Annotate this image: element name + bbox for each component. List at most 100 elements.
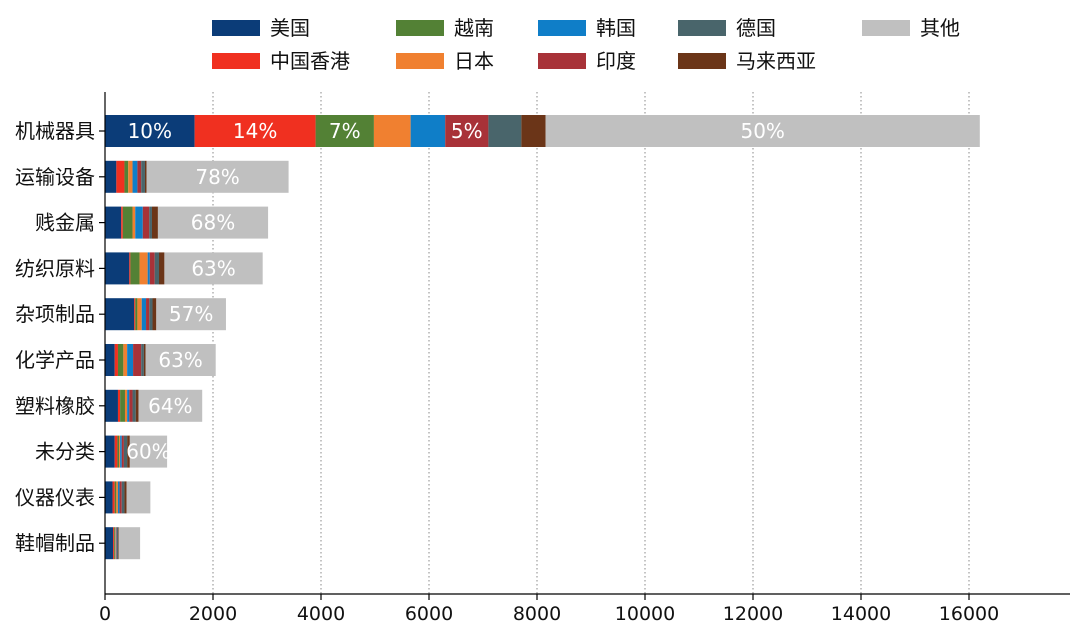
bar-segment (157, 206, 269, 239)
bar-segment (143, 344, 146, 376)
data-label: 57% (169, 302, 213, 326)
data-label: 10% (128, 119, 172, 143)
bar-segment (114, 527, 116, 560)
bar-segment (132, 389, 136, 422)
legend-swatch (678, 53, 726, 69)
bar-segment (149, 206, 152, 239)
bar-segment (130, 252, 140, 285)
x-tick-label: 4000 (297, 603, 345, 625)
bar-segment (116, 481, 118, 514)
bar-segment (119, 435, 121, 468)
bar-segment (105, 389, 118, 422)
legend-swatch (396, 20, 444, 36)
data-label: 63% (158, 348, 202, 372)
bar-segment (144, 160, 147, 193)
bar-segment (154, 252, 159, 285)
legend-item: 马来西亚 (678, 49, 816, 73)
bar-segment (114, 344, 118, 376)
legend-item: 德国 (678, 16, 776, 40)
data-label: 78% (195, 165, 239, 189)
bar-segment (134, 298, 136, 331)
x-tick-label: 10000 (615, 603, 675, 625)
bar-segment (521, 115, 546, 147)
data-label: 7% (329, 119, 361, 143)
bar-segment (105, 435, 115, 468)
x-tick-label: 8000 (513, 603, 561, 625)
data-label: 50% (740, 119, 784, 143)
data-label: 14% (233, 119, 277, 143)
legend-swatch (862, 20, 910, 36)
bar-segment (141, 298, 147, 331)
bar-segment (373, 115, 411, 147)
legend-swatch (678, 20, 726, 36)
legend-label: 其他 (920, 16, 960, 40)
bar-segment (105, 160, 117, 193)
bar-segment (135, 389, 139, 422)
legend-item: 印度 (538, 49, 636, 73)
bar-segment (135, 298, 138, 331)
y-tick-label: 贱金属 (35, 211, 95, 235)
bar-segment (123, 435, 128, 468)
bar-segment (116, 527, 118, 560)
legend-swatch (396, 53, 444, 69)
y-tick-label: 鞋帽制品 (15, 531, 95, 555)
x-tick-label: 0 (99, 603, 111, 625)
bar-segment (194, 115, 316, 147)
y-tick-label: 机械器具 (15, 119, 95, 143)
legend-label: 美国 (270, 16, 310, 40)
bar-segment (146, 298, 150, 331)
bar-segment (123, 344, 128, 376)
bar-segment (120, 389, 125, 422)
y-tick-label: 纺织原料 (15, 256, 95, 280)
bar-segment (116, 160, 125, 193)
bar-segment (315, 115, 374, 147)
bar-segment (117, 481, 120, 514)
bar-segment (105, 206, 122, 239)
bar-segment (105, 252, 130, 285)
bar-segment (124, 389, 128, 422)
y-tick-label: 运输设备 (15, 165, 95, 189)
legend-item: 其他 (862, 16, 960, 40)
legend-item: 韩国 (538, 16, 636, 40)
legend-swatch (538, 53, 586, 69)
legend-label: 德国 (736, 16, 776, 40)
bar-segment (124, 481, 127, 514)
bar-segment (115, 527, 116, 560)
bar-segment (126, 481, 151, 514)
y-tick-label: 化学产品 (15, 348, 95, 372)
bar-segment (159, 252, 165, 285)
legend-item: 中国香港 (212, 49, 350, 73)
bar-segment (137, 160, 142, 193)
data-label: 60% (126, 440, 170, 464)
bar-segment (135, 206, 143, 239)
legend-label: 日本 (454, 49, 494, 73)
bar-segment (117, 344, 124, 376)
bar-segment (127, 435, 130, 468)
legend-label: 韩国 (596, 16, 636, 40)
axes: 0 2000 4000 6000 8000 10000 12000 14000 16000 机械器… (15, 92, 1070, 625)
bar-segment (114, 481, 117, 514)
bar-segment (119, 481, 122, 514)
bar-segment (132, 160, 138, 193)
bar-segment (113, 527, 115, 560)
x-tick-label: 14000 (831, 603, 891, 625)
bar-segment (488, 115, 522, 147)
bar-segment (105, 115, 195, 147)
legend-swatch (212, 20, 260, 36)
bar-segment (137, 298, 142, 331)
bar-segment (112, 481, 115, 514)
legend-item: 美国 (212, 16, 310, 40)
bar-segment (145, 344, 216, 376)
bar-segment (105, 527, 114, 560)
data-label: 5% (451, 119, 483, 143)
bar-segment (128, 160, 133, 193)
bar-segment (132, 206, 136, 239)
bar-segment (124, 160, 129, 193)
bar-segment (133, 344, 142, 376)
bar-segment (445, 115, 489, 147)
legend-item: 日本 (396, 49, 494, 73)
x-tick-label: 16000 (939, 603, 999, 625)
bar-segment (141, 160, 145, 193)
legend-item: 越南 (396, 16, 494, 40)
